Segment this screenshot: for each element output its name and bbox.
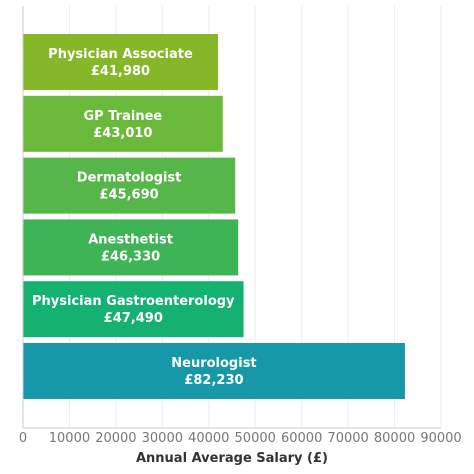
bar-category-label: Neurologist [171, 356, 256, 371]
bar [23, 343, 405, 399]
bar [23, 281, 244, 338]
bar [23, 95, 223, 152]
bar-category-label: Anesthetist [88, 232, 173, 247]
x-tick-label: 90000 [420, 431, 461, 446]
bar-value-label: £45,690 [99, 188, 158, 203]
x-tick-label: 60000 [281, 431, 322, 446]
x-tick-label: 70000 [327, 431, 368, 446]
bars: Physician Associate £41,980 GP Trainee £43,… [23, 34, 405, 399]
bar-category-label: Physician Gastroenterology [32, 294, 235, 309]
x-tick-label: 30000 [142, 431, 183, 446]
x-tick-label: 50000 [235, 431, 276, 446]
bar-group: Anesthetist £46,330 [23, 219, 239, 276]
bar-category-label: Dermatologist [77, 171, 182, 186]
bar-value-label: £43,010 [93, 126, 152, 141]
bar-group: Dermatologist £45,690 [23, 157, 236, 214]
bar [23, 34, 218, 90]
bar-category-label: Physician Associate [48, 47, 193, 62]
x-axis-title: Annual Average Salary (£) [136, 451, 328, 466]
bar [23, 157, 236, 214]
bar-group: GP Trainee £43,010 [23, 95, 223, 152]
bar-value-label: £46,330 [101, 249, 160, 264]
bar-group: Physician Gastroenterology £47,490 [23, 281, 244, 338]
x-tick-labels: 0 10000 20000 30000 40000 50000 60000 70000 8000… [19, 431, 462, 446]
x-tick-label: 40000 [188, 431, 229, 446]
bar-value-label: £41,980 [91, 64, 150, 79]
x-tick-label: 0 [19, 431, 27, 446]
x-tick-label: 10000 [49, 431, 90, 446]
bar-category-label: GP Trainee [84, 109, 163, 124]
x-tick-label: 80000 [374, 431, 415, 446]
bar-group: Neurologist £82,230 [23, 343, 405, 399]
bar-group: Physician Associate £41,980 [23, 34, 218, 90]
bar-value-label: £82,230 [184, 373, 243, 388]
x-tick-label: 20000 [95, 431, 136, 446]
bar [23, 219, 239, 276]
bar-value-label: £47,490 [104, 311, 163, 326]
